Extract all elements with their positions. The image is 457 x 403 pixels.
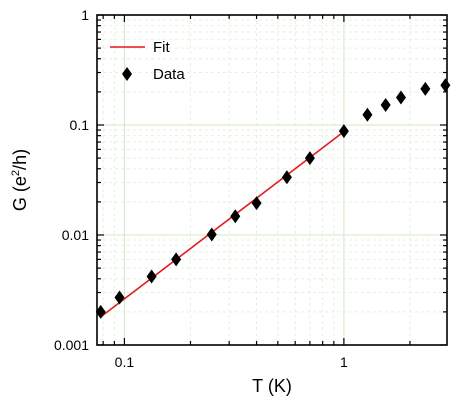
y-axis-label-main: G (e [10,176,30,211]
data-point [338,124,349,139]
y-axis-label: G (e2/h) [10,149,30,211]
data-point [171,252,182,267]
data-point [281,170,292,185]
y-tick-label: 0.001 [54,337,89,353]
plot-frame [96,14,448,346]
data-point [206,227,217,242]
data-point [95,304,106,319]
y-tick-label: 1 [81,7,89,23]
legend-data-swatch [122,67,132,81]
legend: Fit Data [110,39,185,83]
fit-line [100,131,345,318]
data-point [251,196,262,211]
x-tick-label: 0.1 [115,354,135,370]
data-point [304,151,315,166]
series [95,78,451,319]
grid [97,14,447,346]
data-point [395,90,406,105]
data-point [420,81,431,96]
y-axis-label-tail: /h) [10,149,30,170]
axis-ticks: 0.1 1 0.001 0.01 0.1 1 [54,7,447,370]
x-tick-label: 1 [340,354,348,370]
data-point [114,290,125,305]
data-point [146,269,157,284]
data-point [380,97,391,112]
data-point [230,209,241,224]
legend-data-label: Data [153,66,185,83]
y-tick-label: 0.1 [70,117,90,133]
legend-fit-label: Fit [153,39,170,56]
y-axis-label-superscript: 2 [10,170,22,176]
data-point [362,107,373,122]
data-point [440,78,451,93]
y-tick-label: 0.01 [62,227,89,243]
x-axis-label: T (K) [252,376,292,396]
